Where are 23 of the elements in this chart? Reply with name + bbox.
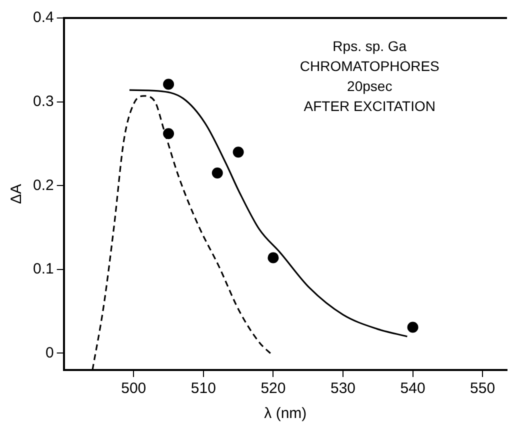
y-tick-label: 0.4 xyxy=(32,9,54,26)
point xyxy=(163,78,174,90)
annotation: AFTER EXCITATION xyxy=(304,98,436,114)
x-tick-label: 540 xyxy=(400,380,426,398)
point xyxy=(232,146,244,158)
x-tick-label: 510 xyxy=(190,380,216,398)
x-tick-label: 530 xyxy=(330,380,356,398)
x-tick-label: 520 xyxy=(260,380,286,398)
x-axis-title: λ (nm) xyxy=(264,405,307,422)
x-tick-label: 550 xyxy=(470,380,496,398)
point xyxy=(407,322,418,333)
annotation: 20psec xyxy=(347,78,392,94)
annotation: CHROMATOPHORES xyxy=(300,58,440,74)
annotation: Rps. sp. Ga xyxy=(332,38,407,54)
x-tick-label: 500 xyxy=(121,380,146,398)
point xyxy=(212,168,223,179)
y-tick-label: 0 xyxy=(46,344,54,362)
y-tick-label: 0.3 xyxy=(32,92,54,110)
point xyxy=(268,252,279,264)
y-tick-label: 0.2 xyxy=(32,176,54,194)
point xyxy=(163,128,174,140)
y-tick-label: 0.1 xyxy=(32,260,54,278)
y-axis-title: ΔA xyxy=(8,184,26,204)
